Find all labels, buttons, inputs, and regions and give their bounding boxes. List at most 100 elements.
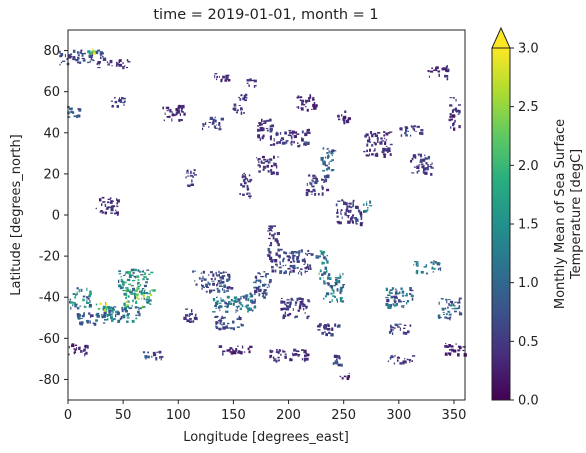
data-cell: [401, 306, 403, 308]
data-cell: [290, 297, 293, 301]
data-cell: [328, 150, 330, 154]
data-cell: [433, 267, 436, 270]
data-cell: [228, 278, 231, 281]
data-cell: [451, 308, 455, 310]
data-cell: [126, 278, 131, 282]
data-cell: [219, 321, 222, 325]
data-cell: [402, 331, 406, 335]
data-cell: [392, 303, 395, 306]
data-cell: [128, 283, 132, 286]
data-cell: [421, 165, 424, 169]
data-cell: [440, 298, 444, 300]
data-cell: [307, 249, 310, 252]
data-cell: [306, 108, 309, 112]
data-cell: [102, 322, 106, 324]
data-cell: [276, 349, 278, 351]
data-cell: [403, 327, 406, 329]
data-cell: [419, 160, 423, 164]
data-cell: [312, 103, 316, 108]
data-cell: [207, 274, 210, 276]
data-cell: [253, 300, 256, 304]
data-cell: [115, 209, 117, 211]
data-cell: [253, 281, 257, 283]
data-cell: [238, 317, 242, 321]
data-cell: [269, 160, 271, 164]
data-cell: [287, 267, 291, 270]
colorbar-tick-label: 0.5: [518, 335, 539, 350]
data-cell: [110, 200, 114, 202]
data-cell: [330, 292, 333, 295]
data-cell: [141, 289, 143, 292]
data-cell: [448, 313, 452, 316]
data-cell: [356, 223, 358, 225]
data-cell: [391, 287, 395, 290]
data-cell: [445, 343, 447, 345]
data-cell: [105, 306, 109, 309]
data-cell: [354, 217, 358, 220]
data-cell: [324, 178, 327, 182]
data-cell: [337, 324, 341, 328]
data-cell: [141, 292, 144, 294]
data-cell: [185, 176, 187, 179]
data-cell: [312, 174, 316, 177]
data-cell: [393, 362, 396, 365]
data-cell: [109, 313, 113, 316]
data-cell: [414, 129, 416, 132]
data-cell: [364, 134, 367, 138]
data-cell: [288, 272, 290, 276]
data-cell: [193, 270, 197, 272]
data-cell: [175, 108, 179, 110]
data-cell: [305, 357, 309, 361]
data-cell: [146, 297, 148, 300]
data-cell: [402, 300, 405, 303]
data-cell: [301, 258, 304, 262]
data-cell: [99, 61, 101, 64]
data-cell: [448, 118, 450, 121]
data-cell: [109, 201, 113, 204]
data-cell: [209, 289, 213, 293]
data-cell: [301, 138, 304, 142]
data-cell: [374, 148, 376, 152]
data-cell: [87, 61, 90, 64]
data-cell: [392, 329, 395, 331]
data-cell: [110, 100, 113, 102]
data-cell: [405, 127, 409, 129]
data-cell: [444, 74, 447, 78]
data-cell: [138, 308, 140, 311]
data-cell: [322, 161, 326, 166]
data-cell: [446, 69, 450, 73]
data-cell: [202, 286, 205, 289]
data-cell: [127, 61, 131, 63]
data-cell: [112, 318, 116, 321]
data-cell: [411, 297, 414, 301]
data-cell: [311, 108, 313, 110]
data-cell: [115, 211, 119, 215]
data-cell: [106, 314, 109, 318]
data-cell: [119, 59, 122, 62]
data-cell: [430, 167, 434, 169]
data-cell: [110, 212, 113, 214]
data-cell: [404, 132, 407, 135]
data-cell: [319, 250, 323, 252]
data-cell: [343, 122, 346, 125]
data-cell: [115, 313, 117, 318]
data-cell: [383, 154, 386, 158]
data-cell: [267, 254, 271, 257]
data-cell: [441, 67, 445, 71]
data-cell: [325, 179, 328, 183]
data-cell: [286, 305, 288, 308]
colorbar-label-line1: Monthly Mean of Sea Surface: [553, 119, 568, 309]
data-cell: [323, 297, 325, 300]
data-cell: [95, 50, 99, 55]
data-cell: [285, 307, 290, 311]
data-cell: [93, 322, 97, 326]
data-cell: [194, 280, 196, 282]
data-cell: [92, 322, 95, 324]
data-cell: [276, 232, 280, 236]
data-cell: [162, 106, 164, 110]
data-cell: [411, 158, 413, 160]
data-cell: [427, 164, 429, 168]
data-cell: [83, 52, 86, 55]
data-cell: [341, 199, 344, 202]
data-cell: [444, 307, 447, 310]
